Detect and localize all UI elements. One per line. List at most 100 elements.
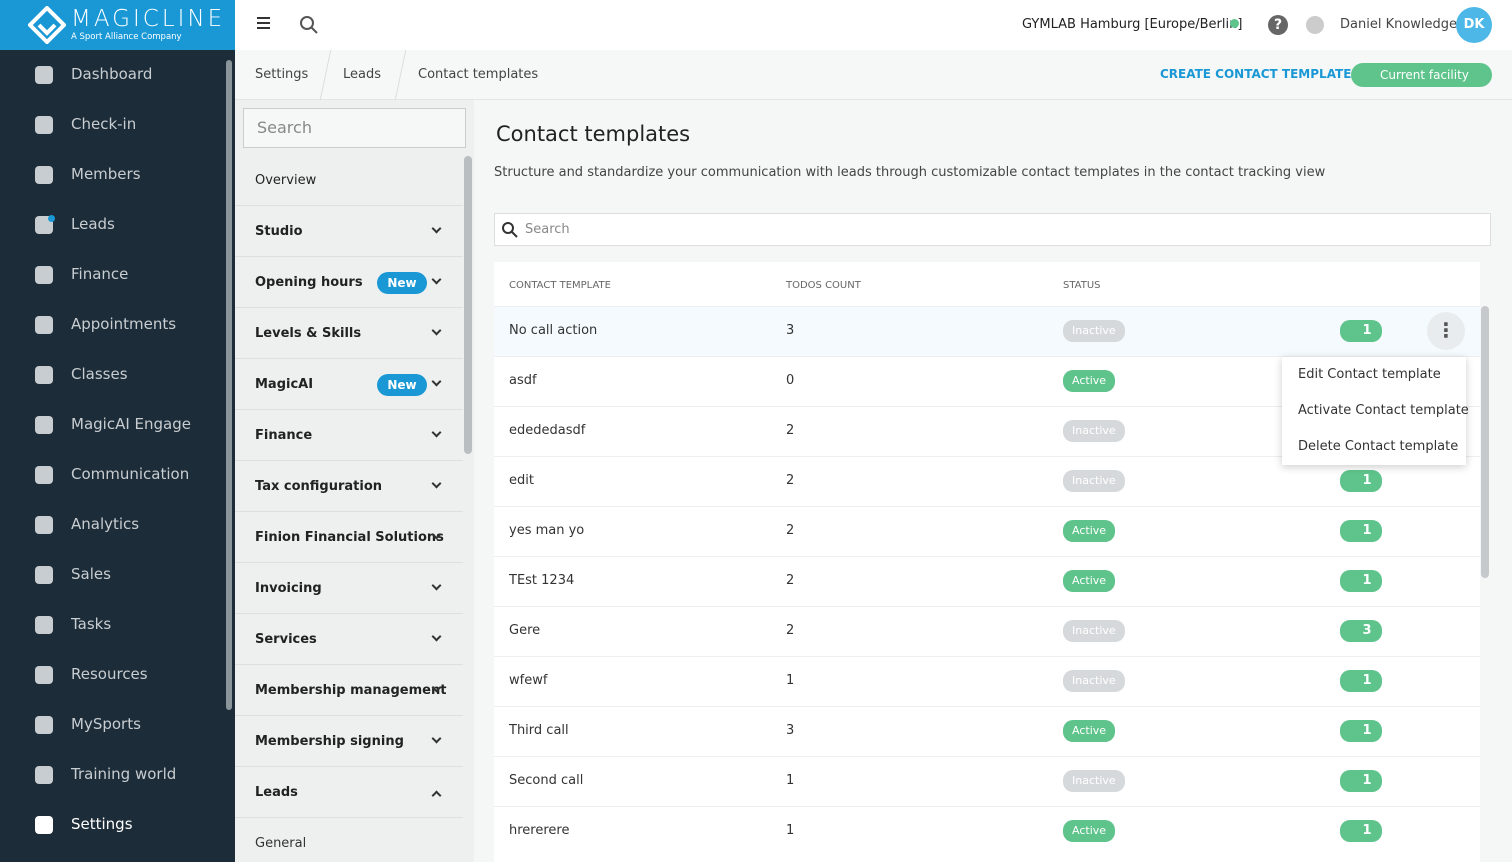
facility-count: 1 [1340,720,1382,742]
nav-item[interactable]: MagicAI Engage [71,415,191,433]
menu-label: Membership signing [255,734,404,749]
search-button[interactable] [299,15,319,35]
status-pill: Inactive [1063,620,1125,642]
template-name: asdf [509,373,537,388]
nav-item[interactable]: Appointments [71,315,177,333]
nav-item[interactable]: Dashboard [71,65,153,83]
menu-item[interactable] [235,411,463,461]
more-button[interactable]: ⋮ [1427,312,1465,350]
table-row[interactable] [494,806,1480,856]
nav-item[interactable]: MySports [71,715,141,733]
status-pill: Inactive [1063,320,1125,342]
template-name: Gere [509,623,541,638]
menu-item[interactable] [235,360,463,410]
nav-item[interactable]: Analytics [71,515,140,533]
todos-count: 2 [786,573,795,588]
nav-item[interactable]: Training world [71,765,177,783]
menu-item[interactable] [235,717,463,767]
table: CONTACT TEMPLATE TODOS COUNT STATUS No call… [494,262,1480,862]
menu-item[interactable] [235,513,463,563]
context-menu-item[interactable]: Edit Contact template [1298,367,1441,382]
nav-item[interactable]: Finance [71,265,129,283]
help-icon[interactable]: ? [1268,15,1288,35]
separator [319,50,332,100]
facility-filter[interactable]: Current facility [1351,63,1492,87]
brand-name: MAGICLINE [71,6,226,32]
table-search[interactable]: Search [494,213,1491,246]
column-header: CONTACT TEMPLATE [509,280,611,291]
nav-item[interactable]: Tasks [71,615,112,633]
brand-tagline: A Sport Alliance Company [71,32,182,42]
context-menu-item[interactable]: Activate Contact template [1298,403,1469,418]
menu-item[interactable] [235,309,463,359]
menu-label: Finance [255,428,313,443]
menu-item[interactable] [235,768,463,818]
table-row[interactable] [494,606,1480,656]
nav-item[interactable]: Check-in [71,115,137,133]
facility-name[interactable]: GYMLAB Hamburg [Europe/Berlin] [1022,17,1243,32]
table-row[interactable] [494,706,1480,756]
scrollbar [226,60,232,710]
menu-button[interactable] [257,17,270,19]
todos-count: 1 [786,673,795,688]
nav-item[interactable]: Communication [71,465,190,483]
menu-item[interactable] [235,615,463,665]
nav-icon [35,66,53,84]
nav-icon [35,416,53,434]
page-description: Structure and standardize your communica… [494,165,1326,180]
menu-label: Finion Financial Solutions [255,530,444,545]
facility-count: 1 [1340,820,1382,842]
breadcrumb[interactable]: Settings [255,67,309,82]
table-row[interactable] [494,656,1480,706]
facility-count: 3 [1340,620,1382,642]
template-name: TEst 1234 [509,573,575,588]
page-title: Contact templates [496,122,691,146]
user-name[interactable]: Daniel Knowledge [1340,17,1458,32]
status-pill: Active [1063,570,1116,592]
nav-item[interactable]: Classes [71,365,128,383]
menu-item[interactable] [235,207,463,257]
menu-label: Opening hours [255,275,363,290]
context-menu-item[interactable]: Delete Contact template [1298,439,1459,454]
table-row[interactable] [494,756,1480,806]
breadcrumb[interactable]: Leads [343,67,382,82]
table-row[interactable] [494,506,1480,556]
menu-item[interactable] [235,462,463,512]
menu-subitem[interactable]: General [255,836,307,851]
facility-count: 1 [1340,670,1382,692]
nav-item[interactable]: Settings [71,815,133,833]
table-row[interactable] [494,556,1480,606]
facility-pin [1230,19,1239,28]
sidebar: Dashboard Check-in Members Leads Finance Appo… [0,0,235,862]
nav-item[interactable]: Resources [71,665,148,683]
todos-count: 2 [786,623,795,638]
nav-icon [35,466,53,484]
nav-item[interactable]: Sales [71,565,111,583]
user-avatar[interactable]: DK [1456,7,1492,43]
download-icon[interactable] [1306,16,1324,34]
template-name: Third call [509,723,569,738]
nav-item[interactable]: Leads [71,215,115,233]
nav-icon [35,766,53,784]
menu-label: MagicAI [255,377,314,392]
menu-item[interactable] [235,564,463,614]
menu-label: Invoicing [255,581,322,596]
nav-icon [35,716,53,734]
menu-label: Levels & Skills [255,326,362,341]
nav-item[interactable]: Members [71,165,141,183]
menu-search[interactable]: Search [243,108,466,148]
scrollbar [1481,306,1489,578]
facility-count: 1 [1340,770,1382,792]
todos-count: 1 [786,773,795,788]
menu-item[interactable] [235,156,463,206]
status-pill: Inactive [1063,470,1125,492]
nav-icon [35,266,53,284]
menu-item[interactable] [235,666,463,716]
status-pill: Active [1063,820,1116,842]
menu-item[interactable] [235,258,463,308]
nav-icon [35,816,53,834]
table-row[interactable] [494,306,1480,356]
create-button[interactable]: CREATE CONTACT TEMPLATE [1160,67,1352,81]
context-menu: Edit Contact template Activate Contact te… [1282,357,1469,465]
